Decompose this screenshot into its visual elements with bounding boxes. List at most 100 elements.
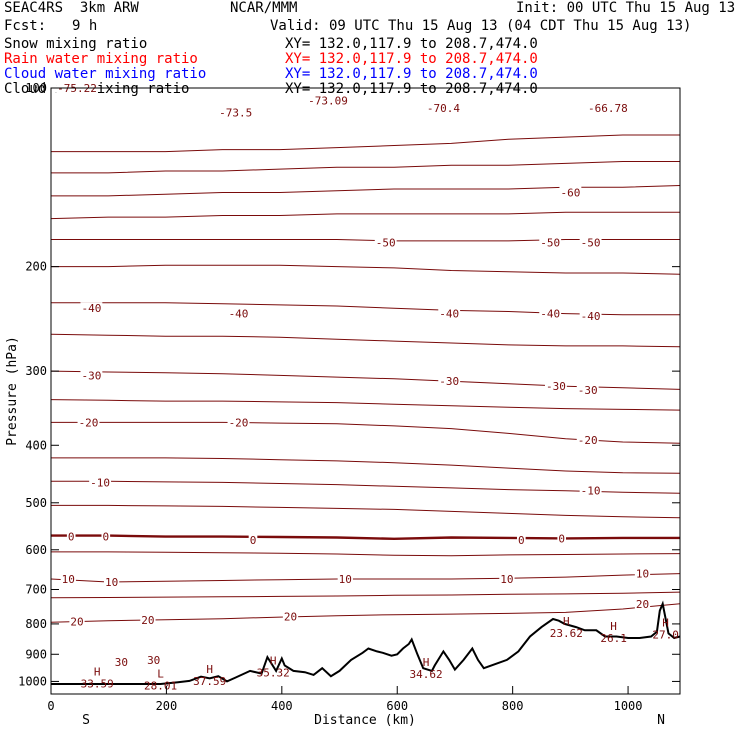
- contour-label-backing: [587, 101, 629, 115]
- contour-label-backing: [539, 307, 562, 321]
- contour-label-backing: [374, 236, 397, 250]
- contour-label: 30: [115, 656, 128, 669]
- y-tick-label: 1000: [18, 674, 47, 688]
- field-xy-cloud-water: XY= 132.0,117.9 to 208.7,474.0: [285, 66, 538, 82]
- extremum-value: 37.59: [193, 675, 226, 688]
- contour-label-backing: [559, 186, 582, 200]
- contour-label: -73.09: [308, 95, 348, 108]
- contour-label-backing: [80, 369, 103, 383]
- contour-line-10: [50, 573, 681, 583]
- contour-label: 10: [105, 576, 118, 589]
- contour-label-backing: [579, 309, 602, 323]
- y-tick-label: 400: [25, 438, 47, 452]
- contour-label-backing: [576, 434, 599, 448]
- contour-label: 30: [147, 654, 160, 667]
- contour-label-backing: [89, 476, 112, 490]
- contour-label-backing: [544, 380, 567, 394]
- field-name-rain: Rain water mixing ratio: [4, 51, 198, 67]
- field-name-snow: Snow mixing ratio: [4, 36, 148, 52]
- contour-label: -20: [79, 416, 99, 429]
- contour-label: 20: [141, 614, 154, 627]
- contour-label-backing: [557, 532, 567, 546]
- contour-label-backing: [69, 615, 85, 629]
- contour-label: 10: [500, 573, 513, 586]
- contour-label: 0: [102, 531, 109, 544]
- contour-label-backing: [113, 655, 130, 669]
- contour-line-minus-60: [51, 185, 681, 197]
- contour-line-minus-70: [51, 134, 680, 153]
- x-tick-label: 0: [47, 699, 54, 713]
- contour-label: -30: [546, 380, 566, 393]
- x-tick-label: 1000: [614, 699, 643, 713]
- contour-label: -40: [229, 308, 249, 321]
- contour-label: 20: [70, 615, 83, 628]
- contour-label-backing: [218, 106, 254, 120]
- contour-label: -60: [560, 187, 580, 200]
- extremum-value: 23.62: [550, 627, 583, 640]
- contour-label: -66.78: [588, 102, 628, 115]
- contour-line-0: [51, 534, 680, 541]
- contour-line-minus-45: [51, 264, 681, 275]
- contour-label-backing: [539, 236, 562, 250]
- contour-label-backing: [634, 567, 651, 581]
- y-tick-label: 800: [25, 617, 47, 631]
- contour-line-minus-15: [51, 457, 681, 474]
- extremum-type: H: [94, 666, 101, 679]
- contour-line-minus-5: [51, 504, 681, 519]
- contour-label-backing: [248, 534, 258, 548]
- forecast-label: Fcst:: [4, 18, 47, 34]
- extremum-value: 28.01: [144, 680, 177, 693]
- field-xy-snow: XY= 132.0,117.9 to 208.7,474.0: [285, 36, 538, 52]
- contour-label: -40: [439, 308, 459, 321]
- contour-line-minus-30: [50, 370, 681, 390]
- plot-frame: [50, 87, 681, 695]
- y-tick-label: 100: [25, 81, 47, 95]
- contour-label: 10: [62, 573, 75, 586]
- contour-line-minus-35: [50, 333, 681, 348]
- contour-label-backing: [337, 573, 353, 586]
- y-axis-title: Pressure (hPa): [5, 336, 20, 446]
- contour-label: -40: [540, 308, 560, 321]
- terrain-fill: [51, 603, 680, 694]
- extremum-type: H: [270, 654, 277, 667]
- terrain-line: [51, 600, 681, 685]
- x-tick-label: 600: [386, 699, 408, 713]
- contour-label-backing: [438, 375, 461, 389]
- contour-label: -50: [581, 236, 601, 249]
- contour-label: -30: [578, 384, 598, 397]
- contour-label-backing: [60, 573, 76, 586]
- contour-line-20: [50, 603, 681, 623]
- contour-label-backing: [146, 653, 162, 667]
- contour-label-backing: [499, 573, 515, 586]
- terrain-group: [51, 600, 681, 694]
- contour-label: -30: [81, 369, 101, 382]
- temperature-contours: [50, 134, 681, 623]
- contour-label: 20: [284, 611, 297, 624]
- contour-label: -40: [581, 310, 601, 323]
- extremum-value: 34.62: [410, 668, 443, 681]
- contour-label-backing: [579, 484, 602, 498]
- extrema-labels: H33.59L28.01H37.59H35.32H34.62H23.62H26.…: [81, 615, 679, 693]
- contour-label: -20: [578, 434, 598, 447]
- contour-label: -50: [376, 236, 396, 249]
- contour-line-5: [51, 551, 681, 557]
- contour-label: 0: [518, 534, 525, 547]
- contour-label: -70.4: [427, 102, 460, 115]
- contour-line-minus-55: [50, 211, 680, 220]
- contour-label-backing: [425, 101, 462, 115]
- extremum-value: 27.0: [652, 629, 679, 642]
- extremum-type: L: [157, 668, 164, 681]
- extremum-type: H: [423, 656, 430, 669]
- forecast-value: 9 h: [72, 18, 98, 34]
- contour-label-backing: [579, 236, 602, 250]
- y-tick-label: 900: [25, 647, 47, 661]
- contour-line-minus-65: [51, 161, 680, 174]
- x-tick-label: 800: [502, 699, 524, 713]
- field-name-cloud-water: Cloud water mixing ratio: [4, 66, 207, 82]
- extremum-value: 35.32: [257, 666, 290, 679]
- contour-label: -50: [540, 236, 560, 249]
- contour-label-backing: [438, 307, 461, 321]
- contour-label-backing: [576, 384, 599, 398]
- contour-label-backing: [101, 530, 111, 544]
